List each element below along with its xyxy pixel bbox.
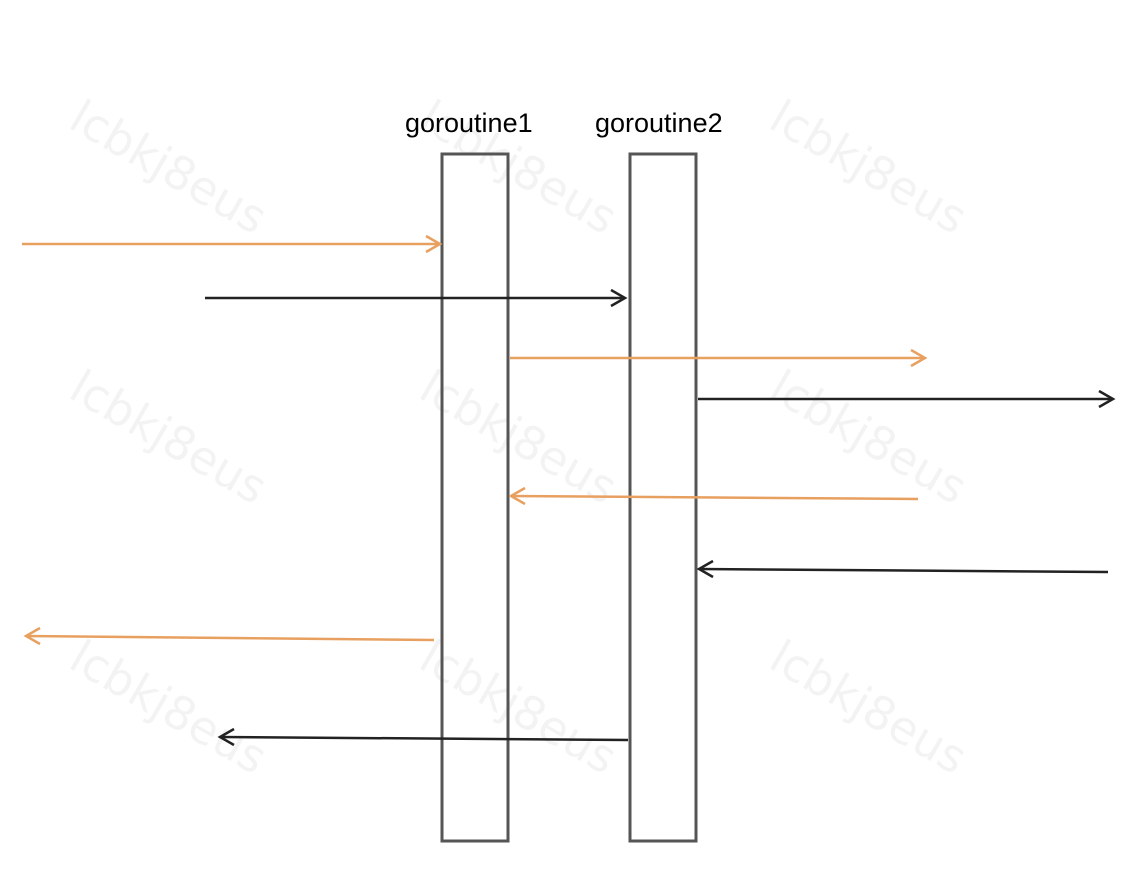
arrow-orange-return-from-goroutine1: [23, 626, 435, 646]
lifeline-box-goroutine1: [440, 152, 510, 843]
lifeline-label-goroutine2: goroutine2: [595, 108, 723, 138]
arrow-black-return-from-goroutine2: [217, 727, 629, 747]
arrow-orange-back-to-goroutine1: [508, 486, 919, 506]
arrow-black-out-of-goroutine2: [698, 389, 1116, 409]
arrow-black-into-goroutine2: [205, 288, 628, 308]
arrow-black-back-to-goroutine2: [696, 559, 1109, 579]
arrow-orange-out-of-goroutine1: [510, 348, 928, 368]
arrow-orange-into-goroutine1: [22, 234, 443, 254]
lifeline-label-goroutine1: goroutine1: [405, 108, 533, 138]
